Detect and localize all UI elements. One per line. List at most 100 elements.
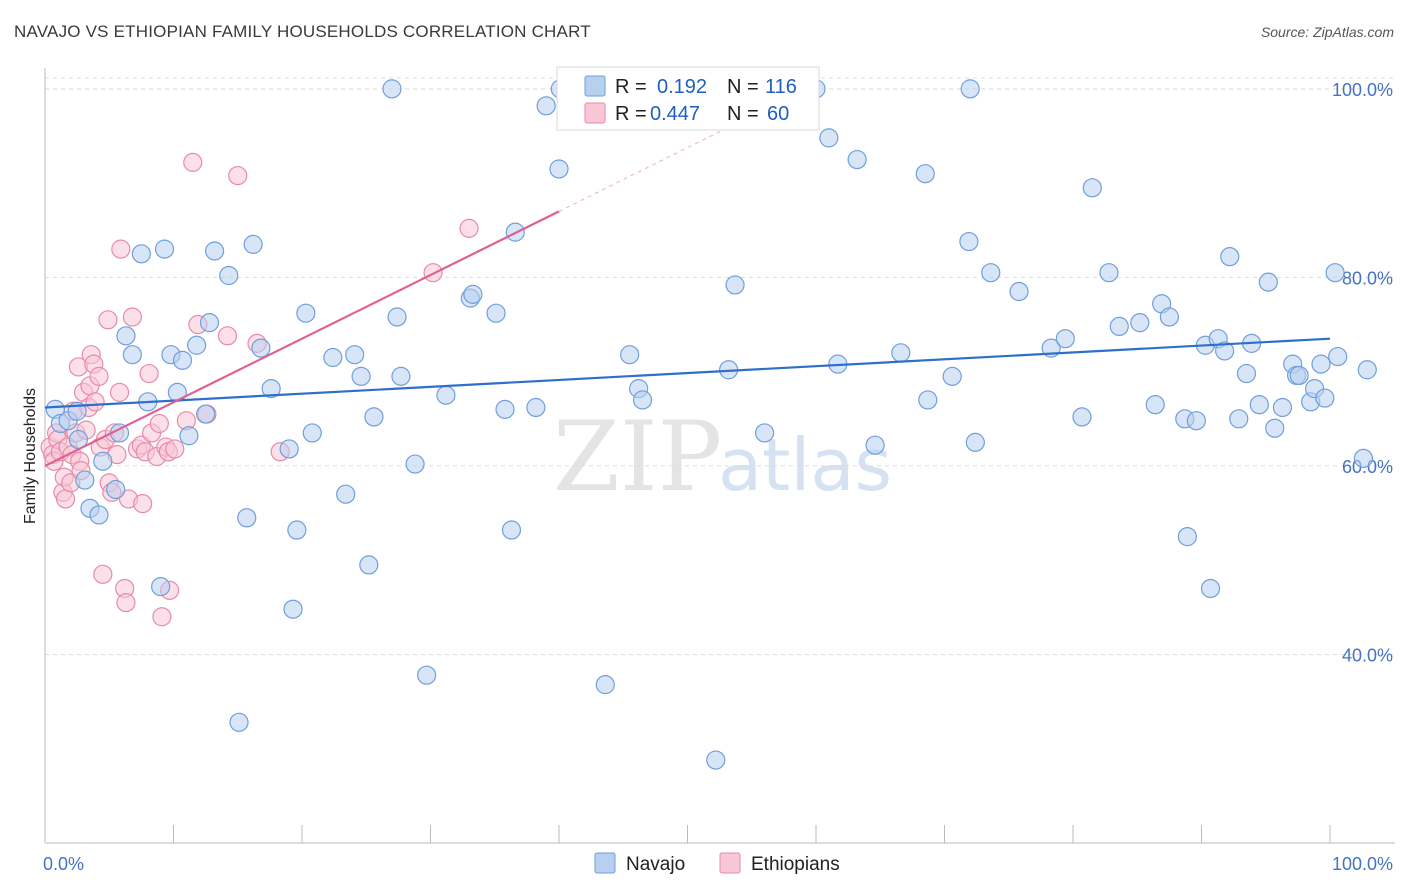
- chart-title: NAVAJO VS ETHIOPIAN FAMILY HOUSEHOLDS CO…: [14, 22, 591, 41]
- ethiopians-point: [183, 152, 203, 172]
- navajo-point: [1072, 407, 1092, 427]
- navajo-point: [387, 307, 407, 327]
- navajo-point: [1311, 354, 1331, 374]
- source-credit: Source: ZipAtlas.com: [1260, 24, 1394, 40]
- navajo-point: [1236, 363, 1257, 384]
- navajo-point: [229, 712, 249, 732]
- navajo-point: [243, 234, 263, 254]
- navajo-point: [279, 439, 299, 459]
- navajo-point: [302, 423, 322, 443]
- navajo-point: [536, 96, 556, 116]
- navajo-point: [1177, 527, 1197, 547]
- navajo-point: [865, 435, 885, 455]
- navajo-point: [891, 343, 911, 363]
- navajo-point: [364, 407, 384, 427]
- y-tick-label: 100.0%: [1332, 80, 1393, 100]
- navajo-point: [1215, 341, 1235, 361]
- navajo-point: [1272, 397, 1293, 418]
- ethiopians-point: [55, 489, 76, 509]
- navajo-point: [1315, 388, 1335, 408]
- ethiopians-point: [139, 363, 159, 384]
- x-tick-label-max: 100.0%: [1332, 854, 1393, 874]
- navajo-point: [336, 484, 356, 504]
- ethiopians-point: [98, 310, 118, 330]
- navajo-point: [1289, 365, 1309, 386]
- ethiopians-point: [122, 307, 142, 327]
- navajo-point: [296, 303, 316, 323]
- navajo-trend-line: [44, 337, 1331, 409]
- navajo-point: [1220, 247, 1240, 267]
- watermark-zip: ZIP: [553, 401, 722, 513]
- navajo-point: [819, 128, 839, 148]
- navajo-point: [205, 241, 225, 261]
- legend-ethiopian-n-value: 60: [767, 103, 789, 125]
- bottom-legend-navajo-label: Navajo: [626, 854, 685, 875]
- ethiopians-point: [165, 439, 185, 459]
- navajo-point: [323, 347, 343, 368]
- navajo-point: [154, 239, 175, 259]
- ethiopians-point: [133, 494, 153, 514]
- navajo-point: [965, 432, 985, 452]
- navajo-point: [436, 385, 456, 405]
- navajo-point: [405, 454, 425, 474]
- legend-ethiopian-n-label: N =: [727, 103, 759, 125]
- ethiopians-point: [152, 607, 172, 627]
- navajo-point: [1009, 281, 1029, 302]
- navajo-point: [219, 265, 239, 286]
- legend-navajo-r-label: R =: [615, 76, 647, 98]
- stats-legend: R = 0.192 N = 116 R = 0.447 N = 60: [556, 66, 820, 131]
- ethiopians-point: [116, 593, 136, 613]
- navajo-point: [1353, 448, 1374, 468]
- navajo-point: [754, 423, 775, 443]
- navajo-point: [1082, 178, 1102, 198]
- navajo-point: [1265, 418, 1285, 438]
- navajo-point: [187, 335, 207, 355]
- navajo-point: [1249, 395, 1269, 415]
- legend-ethiopian-r-value: 0.447: [650, 103, 700, 125]
- navajo-point: [75, 470, 95, 490]
- legend-ethiopian-swatch: [584, 102, 606, 124]
- navajo-point: [93, 451, 113, 471]
- ethiopians-point: [149, 413, 169, 434]
- navajo-point: [1229, 409, 1249, 429]
- ethiopians-point: [93, 564, 113, 584]
- navajo-point: [382, 79, 402, 99]
- navajo-point: [549, 159, 569, 179]
- watermark-atlas: atlas: [718, 423, 892, 507]
- navajo-point: [463, 284, 483, 304]
- bottom-legend-ethiopian-swatch: [719, 852, 741, 874]
- navajo-point: [1186, 411, 1206, 431]
- ethiopians-trend-line: [44, 210, 560, 467]
- navajo-point: [501, 520, 522, 540]
- ethiopians-point: [111, 239, 131, 259]
- y-axis-title: Family Households: [22, 388, 39, 524]
- ethiopians-point: [459, 218, 479, 238]
- legend-ethiopian-r-label: R =: [615, 103, 647, 125]
- navajo-point: [1099, 263, 1119, 283]
- navajo-point: [959, 231, 979, 252]
- navajo-point: [1325, 263, 1345, 283]
- navajo-point: [725, 275, 745, 295]
- navajo-point: [486, 303, 506, 323]
- navajo-point: [106, 479, 126, 500]
- navajo-point: [391, 366, 411, 386]
- navajo-point: [151, 576, 171, 597]
- navajo-point: [1055, 329, 1075, 349]
- legend-navajo-swatch: [584, 75, 606, 97]
- ethiopians-points: [40, 152, 479, 627]
- navajo-point: [287, 520, 307, 540]
- navajo-point: [89, 505, 109, 525]
- navajo-point: [620, 345, 640, 365]
- navajo-point: [495, 399, 515, 419]
- navajo-point: [359, 555, 379, 575]
- navajo-point: [283, 599, 303, 619]
- ethiopians-point: [85, 392, 105, 412]
- navajo-point: [251, 338, 271, 358]
- y-tick-label: 40.0%: [1342, 645, 1393, 665]
- navajo-point: [196, 404, 216, 424]
- navajo-points: [45, 79, 1377, 770]
- ethiopians-point: [217, 326, 238, 346]
- navajo-point: [131, 244, 151, 264]
- y-tick-label: 80.0%: [1342, 268, 1393, 288]
